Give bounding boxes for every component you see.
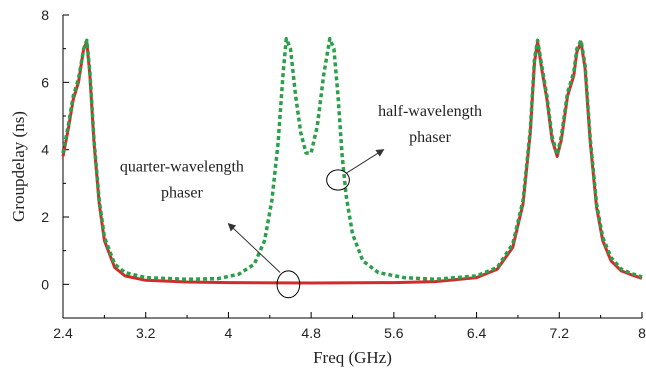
annotation-arrow: [228, 224, 280, 273]
x-tick-label: 4.8: [301, 325, 321, 341]
x-tick-label: 8: [638, 325, 646, 341]
x-tick-label: 5.6: [384, 325, 404, 341]
y-tick-label: 2: [41, 209, 49, 225]
x-tick-label: 4: [225, 325, 233, 341]
y-tick-label: 8: [41, 7, 49, 23]
y-axis-title: Groupdelay (ns): [9, 111, 28, 222]
annotation-ellipse: [327, 170, 350, 190]
x-tick-label: 7.2: [550, 325, 570, 341]
y-tick-label: 0: [41, 276, 49, 292]
x-tick-label: 6.4: [467, 325, 487, 341]
x-axis-title: Freq (GHz): [313, 348, 392, 367]
y-tick-label: 4: [41, 142, 49, 158]
y-tick-label: 6: [41, 74, 49, 90]
annotation-arrow: [346, 150, 383, 174]
annotation-text: quarter-wavelength phaser: [120, 159, 244, 202]
x-tick-label: 2.4: [53, 325, 73, 341]
x-tick-label: 3.2: [136, 325, 156, 341]
annotation-text: half-wavelength phaser: [378, 103, 482, 146]
